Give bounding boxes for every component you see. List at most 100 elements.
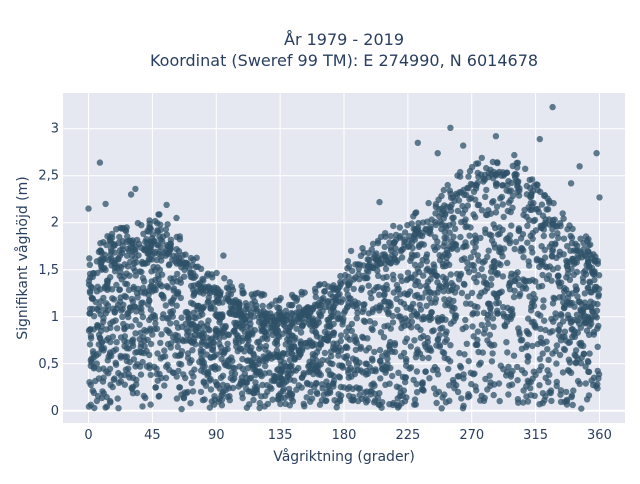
scatter-point [426,288,433,295]
scatter-point [411,231,418,239]
scatter-point [120,301,127,308]
scatter-point [273,347,281,354]
scatter-point [590,374,598,381]
scatter-point-outlier [576,163,583,170]
scatter-point [122,280,129,287]
scatter-point [573,311,581,318]
scatter-point [394,306,401,314]
scatter-point [167,240,174,247]
scatter-point [370,380,377,387]
scatter-point [455,276,463,283]
scatter-point [163,363,170,370]
scatter-point [114,395,121,402]
scatter-point [503,339,510,346]
scatter-point [438,405,445,412]
scatter-point [289,351,296,358]
scatter-point [523,383,530,390]
scatter-point [236,303,243,310]
scatter-point [344,265,351,272]
scatter-point [464,202,471,209]
scatter-point [570,387,577,394]
scatter-point [102,310,110,317]
scatter-point [268,301,275,308]
scatter-point [549,350,556,357]
scatter-point [281,379,288,387]
scatter-point [416,242,423,249]
scatter-point [234,332,242,340]
scatter-point [569,299,576,307]
scatter-point [472,232,479,239]
scatter-point [153,365,160,372]
scatter-point [100,318,107,325]
scatter-point [323,389,330,396]
scatter-point [402,374,410,381]
scatter-point [190,292,197,299]
scatter-point [432,203,440,211]
scatter-point [311,285,319,293]
scatter-point [439,324,446,331]
scatter-point [460,371,467,378]
scatter-point [565,356,573,363]
scatter-point [377,260,385,267]
scatter-point [229,384,237,392]
scatter-point [163,326,170,334]
scatter-point [543,206,550,213]
scatter-point-outlier [85,205,92,212]
scatter-point [482,226,489,233]
scatter-point [413,368,421,375]
scatter-point [382,381,389,388]
scatter-point [307,388,314,396]
scatter-point [465,357,472,365]
scatter-point [246,316,253,323]
scatter-point [400,387,408,394]
scatter-point [165,248,172,256]
scatter-point [100,294,107,302]
scatter-point [140,392,148,400]
scatter-point [187,400,194,407]
scatter-point [474,169,481,177]
scatter-point [150,311,157,318]
scatter-point [479,349,486,356]
scatter-point [499,273,507,280]
scatter-point [514,275,521,282]
scatter-point [449,214,456,222]
scatter-point [488,358,496,365]
scatter-point [447,194,455,201]
scatter-point [585,242,592,249]
scatter-point [595,285,603,293]
scatter-point [444,181,451,189]
scatter-point [337,332,345,339]
scatter-point [173,373,180,380]
scatter-point [120,320,127,328]
scatter-point [438,192,445,200]
scatter-point [472,185,480,192]
scatter-point [297,329,305,336]
scatter-point [486,231,493,238]
scatter-point [352,261,359,268]
scatter-point [259,335,266,342]
scatter-point [104,280,111,287]
scatter-point [548,232,556,239]
scatter-point [337,397,344,404]
scatter-point [543,264,551,271]
scatter-point [295,318,302,325]
scatter-point [207,303,214,310]
scatter-point [153,325,161,332]
scatter-point [337,272,344,280]
scatter-point [163,315,171,322]
scatter-point [183,390,190,397]
scatter-point [105,370,112,377]
scatter-point [481,258,488,265]
scatter-point [251,327,259,334]
scatter-point [173,246,180,253]
scatter-point [128,323,135,330]
scatter-point [264,310,271,317]
scatter-point [459,202,466,210]
scatter-point [451,225,459,232]
scatter-point [398,400,405,407]
scatter-point [476,361,483,368]
scatter-point [369,264,377,271]
scatter-point [139,274,147,282]
scatter-point [473,387,480,394]
scatter-point [490,391,497,399]
